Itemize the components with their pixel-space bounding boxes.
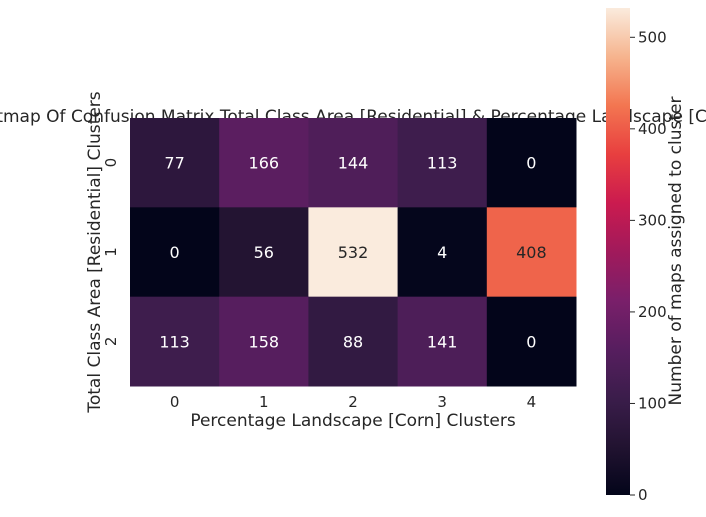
heatmap-cell: [219, 118, 309, 208]
cell-value-label: 0: [170, 243, 180, 262]
cell-value-label: 166: [249, 154, 280, 173]
colorbar-tick-label: 0: [638, 486, 648, 504]
heatmap-cell: [219, 296, 309, 387]
cell-value-label: 144: [338, 154, 369, 173]
colorbar-tick-label: 300: [638, 211, 667, 229]
cell-value-labels: 77 166 144 113 0 0 56 532 4 408 113 158 88 141 0: [159, 154, 546, 352]
colorbar-tick-label: 100: [638, 394, 667, 412]
heatmap-cell: [130, 207, 220, 298]
y-tick-label: 2: [102, 337, 120, 347]
heatmap-cell: [486, 118, 577, 208]
y-tick-labels: 0 1 2: [102, 158, 120, 346]
cell-value-label: 113: [159, 332, 190, 351]
heatmap-cell: [308, 296, 399, 387]
cell-value-label: 0: [526, 332, 536, 351]
colorbar-label: Number of maps assigned to cluster: [666, 97, 686, 406]
heatmap-cell: [130, 118, 220, 208]
colorbar-tick-label: 500: [638, 28, 667, 46]
heatmap-cell: [219, 207, 309, 298]
cell-value-label: 77: [164, 154, 184, 173]
colorbar-tick-label: 400: [638, 120, 667, 138]
cell-value-label: 0: [526, 154, 536, 173]
cell-value-label: 4: [437, 243, 447, 262]
x-axis-label: Percentage Landscape [Corn] Clusters: [190, 411, 516, 431]
cell-value-label: 88: [343, 332, 363, 351]
colorbar-tick-label: 200: [638, 303, 667, 321]
heatmap-cell: [308, 118, 399, 208]
cell-value-label: 141: [427, 332, 458, 351]
heatmap-cell: [397, 207, 488, 298]
x-tick-label: 4: [527, 393, 537, 411]
cell-value-label: 532: [338, 243, 369, 262]
heatmap-cell: [397, 296, 488, 387]
x-tick-label: 1: [259, 393, 269, 411]
heatmap-cell: [486, 207, 577, 298]
y-tick-label: 0: [102, 158, 120, 168]
cell-value-label: 113: [427, 154, 458, 173]
cell-value-label: 158: [249, 332, 280, 351]
x-tick-labels: 0 1 2 3 4: [170, 393, 536, 411]
y-tick-label: 1: [102, 247, 120, 257]
colorbar-ticks: 0 100 200 300 400 500: [630, 28, 667, 504]
heatmap-cell: [308, 207, 399, 298]
cell-value-label: 56: [254, 243, 274, 262]
heatmap-cell: [397, 118, 488, 208]
heatmap-cell: [130, 296, 220, 387]
x-tick-label: 3: [437, 393, 447, 411]
x-tick-label: 0: [170, 393, 180, 411]
y-axis-label: Total Class Area [Residential] Clusters: [85, 91, 105, 413]
cell-value-label: 408: [516, 243, 547, 262]
x-tick-label: 2: [348, 393, 358, 411]
colorbar: [606, 8, 630, 495]
heatmap-cell: [486, 296, 577, 387]
heatmap-cells: [130, 118, 577, 387]
